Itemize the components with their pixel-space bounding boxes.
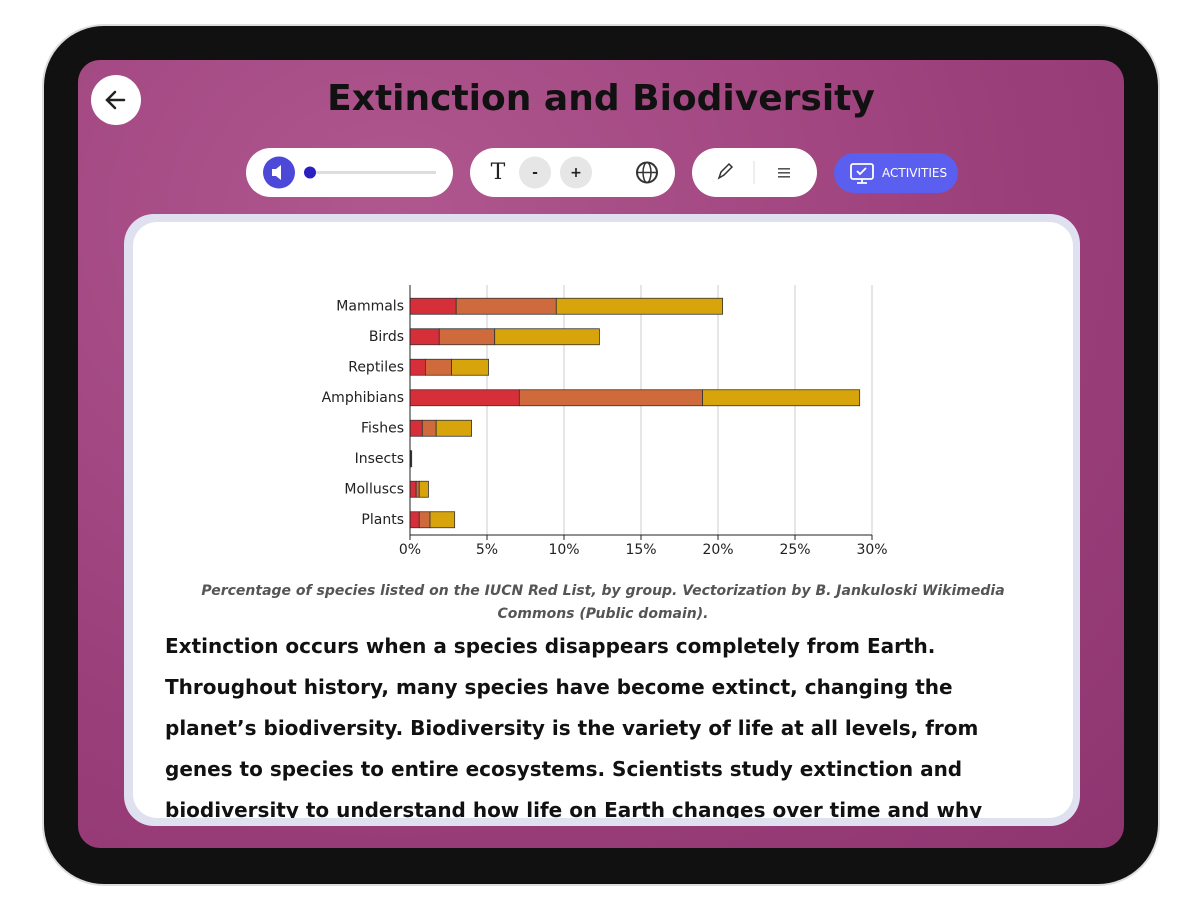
x-tick-label: 0% <box>399 542 421 558</box>
font-decrease-label: - <box>532 165 538 181</box>
font-increase[interactable] <box>560 156 592 189</box>
font-decrease[interactable] <box>519 156 551 189</box>
tool-icons <box>717 161 790 184</box>
body-text: Extinction occurs when a species disappe… <box>165 634 983 818</box>
bar-segment <box>429 511 456 529</box>
bar-segment <box>409 297 457 315</box>
y-tick-label: Molluscs <box>344 481 404 497</box>
tools <box>692 148 817 197</box>
bar-segment <box>518 389 703 407</box>
pencil-button[interactable] <box>717 162 734 180</box>
y-tick-label: Insects <box>355 451 404 467</box>
content: 0% 5% 10% 15% 20% 25% 30% Mammals Birds Reptiles A… <box>133 222 1073 818</box>
bar-segment <box>425 358 452 376</box>
bar-segment <box>409 511 420 529</box>
text-controls: T - + <box>470 148 675 197</box>
bar-segment <box>409 419 423 437</box>
y-tick-label: Mammals <box>336 298 404 314</box>
activities-button[interactable]: ACTIVITIES <box>834 153 958 193</box>
x-tick-label: 25% <box>779 542 810 558</box>
x-tick-label: 20% <box>702 542 733 558</box>
bar-segment <box>494 328 600 346</box>
audio-player <box>246 148 453 197</box>
x-tick-label: 30% <box>856 542 887 558</box>
y-tick-label: Fishes <box>361 420 404 436</box>
back-icon <box>105 90 126 110</box>
bar-segment <box>409 358 426 376</box>
chart: 0% 5% 10% 15% 20% 25% 30% Mammals Birds Reptiles A… <box>322 285 888 558</box>
bar-segment <box>451 358 489 376</box>
bar-segment <box>415 480 420 498</box>
bar-segment <box>410 450 413 468</box>
activities-label: ACTIVITIES <box>882 166 948 180</box>
bar-segment <box>435 419 472 437</box>
caption: Percentage of species listed on the IUCN… <box>201 583 1005 622</box>
slider-knob[interactable] <box>304 166 316 179</box>
x-tick-label: 10% <box>548 542 579 558</box>
back-button[interactable] <box>91 75 141 125</box>
bar-segment <box>409 328 440 346</box>
svg-text:T: T <box>491 160 506 185</box>
audio-controls <box>263 156 436 189</box>
bar-segment <box>421 419 437 437</box>
bar-segment <box>409 389 520 407</box>
bar-segment <box>555 297 724 315</box>
x-tick-label: 15% <box>625 542 656 558</box>
y-tick-label: Reptiles <box>348 359 404 375</box>
bar-segment <box>455 297 557 315</box>
y-tick-label: Plants <box>361 512 404 528</box>
x-tick-label: 5% <box>476 542 498 558</box>
bar-segment <box>438 328 496 346</box>
bar-segment <box>418 511 431 529</box>
text-icons: T - + <box>491 156 658 189</box>
bar-segment <box>418 480 429 498</box>
bar-segment <box>702 389 861 407</box>
activities-icon <box>850 163 874 184</box>
font-increase-label: + <box>570 165 582 181</box>
bar-segment <box>409 480 417 498</box>
y-tick-label: Amphibians <box>322 390 404 406</box>
title: Extinction and Biodiversity <box>327 78 875 119</box>
y-tick-label: Birds <box>369 329 404 345</box>
list-button[interactable] <box>778 168 790 178</box>
